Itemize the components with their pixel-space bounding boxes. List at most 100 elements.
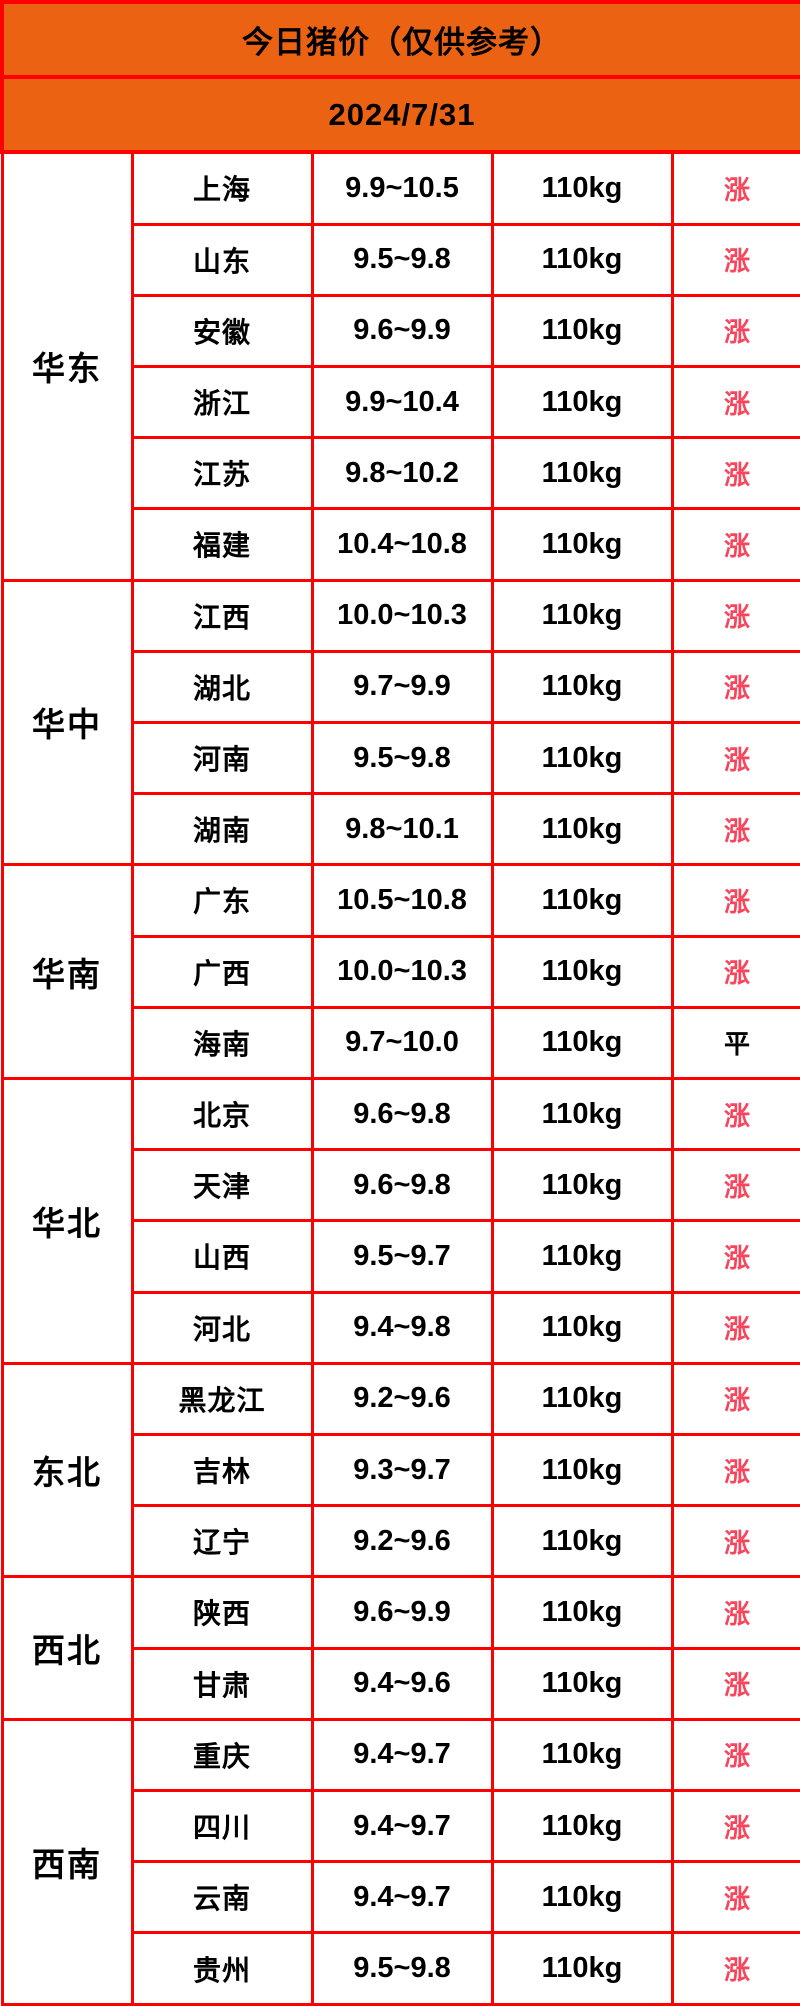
price-cell: 9.4~9.7 [310, 1788, 494, 1864]
table-row: 海南 9.7~10.0 110kg 平 [2, 1005, 800, 1080]
price-cell: 9.5~9.8 [310, 1931, 494, 2006]
price-cell: 9.8~10.1 [310, 792, 494, 867]
price-cell: 9.4~9.6 [310, 1646, 494, 1721]
table-row: 吉林 9.3~9.7 110kg 涨 [2, 1432, 800, 1508]
province-cell: 湖南 [130, 792, 314, 867]
price-cell: 9.5~9.8 [310, 720, 494, 796]
province-cell: 辽宁 [130, 1504, 314, 1579]
province-cell: 上海 [130, 150, 314, 226]
table-row: 河北 9.4~9.8 110kg 涨 [2, 1290, 800, 1365]
province-cell: 甘肃 [130, 1646, 314, 1721]
table-row: 安徽 9.6~9.9 110kg 涨 [2, 293, 800, 368]
weight-cell: 110kg [490, 150, 674, 226]
table-row: 华北 北京 9.6~9.8 110kg 涨 [0, 1076, 800, 1365]
trend-cell: 涨 [670, 222, 800, 297]
price-cell: 9.6~9.9 [310, 1575, 494, 1650]
table-row: 湖南 9.8~10.1 110kg 涨 [2, 792, 800, 867]
table-row: 华南 广东 10.5~10.8 110kg 涨 [0, 863, 800, 1080]
price-cell: 9.9~10.4 [310, 364, 494, 440]
weight-cell: 110kg [490, 1788, 674, 1864]
table-row: 浙江 9.9~10.4 110kg 涨 [2, 364, 800, 440]
weight-cell: 110kg [490, 436, 674, 511]
trend-cell: 涨 [670, 649, 800, 724]
province-cell: 河北 [130, 1290, 314, 1365]
table-row: 湖北 9.7~9.9 110kg 涨 [2, 649, 800, 724]
trend-cell: 涨 [670, 1931, 800, 2006]
weight-cell: 110kg [490, 1860, 674, 1935]
trend-cell: 涨 [670, 578, 800, 653]
trend-cell: 涨 [670, 720, 800, 796]
price-cell: 9.5~9.7 [310, 1219, 494, 1294]
province-cell: 四川 [130, 1788, 314, 1864]
trend-cell: 涨 [670, 293, 800, 368]
table-row: 山西 9.5~9.7 110kg 涨 [2, 1219, 800, 1294]
trend-cell: 涨 [670, 1575, 800, 1650]
trend-cell: 涨 [670, 1290, 800, 1365]
price-cell: 9.6~9.8 [310, 1076, 494, 1152]
weight-cell: 110kg [490, 507, 674, 582]
province-cell: 江苏 [130, 436, 314, 511]
trend-cell: 涨 [670, 1076, 800, 1152]
province-cell: 广西 [130, 934, 314, 1009]
table-row: 东北 黑龙江 9.2~9.6 110kg 涨 [0, 1361, 800, 1579]
price-cell: 9.6~9.9 [310, 293, 494, 368]
table-row: 山东 9.5~9.8 110kg 涨 [2, 222, 800, 297]
weight-cell: 110kg [490, 293, 674, 368]
price-cell: 9.7~9.9 [310, 649, 494, 724]
table-row: 贵州 9.5~9.8 110kg 涨 [2, 1931, 800, 2006]
trend-cell: 涨 [670, 792, 800, 867]
title-row: 今日猪价（仅供参考） [0, 0, 800, 79]
price-cell: 9.8~10.2 [310, 436, 494, 511]
price-cell: 9.6~9.8 [310, 1148, 494, 1223]
province-cell: 山东 [130, 222, 314, 297]
trend-cell: 涨 [670, 1860, 800, 1935]
trend-cell: 平 [670, 1005, 800, 1080]
trend-cell: 涨 [670, 1717, 800, 1793]
table-row: 西南 重庆 9.4~9.7 110kg 涨 [0, 1717, 800, 2006]
weight-cell: 110kg [490, 792, 674, 867]
trend-cell: 涨 [670, 1432, 800, 1508]
table-row: 江苏 9.8~10.2 110kg 涨 [2, 436, 800, 511]
weight-cell: 110kg [490, 1931, 674, 2006]
weight-cell: 110kg [490, 1076, 674, 1152]
table-row: 西北 陕西 9.6~9.9 110kg 涨 [0, 1575, 800, 1721]
table-row: 甘肃 9.4~9.6 110kg 涨 [2, 1646, 800, 1721]
price-cell: 10.5~10.8 [310, 863, 494, 938]
trend-cell: 涨 [670, 1504, 800, 1579]
price-cell: 9.5~9.8 [310, 222, 494, 297]
region-cell: 华北 [0, 1076, 134, 1365]
province-cell: 云南 [130, 1860, 314, 1935]
province-cell: 重庆 [130, 1717, 314, 1793]
weight-cell: 110kg [490, 1432, 674, 1508]
table-row: 华中 江西 10.0~10.3 110kg 涨 [0, 578, 800, 867]
region-cell: 华中 [0, 578, 134, 867]
province-cell: 贵州 [130, 1931, 314, 2006]
price-cell: 10.0~10.3 [310, 578, 494, 653]
trend-cell: 涨 [670, 1148, 800, 1223]
weight-cell: 110kg [490, 863, 674, 938]
weight-cell: 110kg [490, 578, 674, 653]
price-cell: 10.4~10.8 [310, 507, 494, 582]
date-label: 2024/7/31 [0, 75, 800, 154]
price-cell: 9.4~9.7 [310, 1717, 494, 1793]
trend-cell: 涨 [670, 1219, 800, 1294]
table-row: 天津 9.6~9.8 110kg 涨 [2, 1148, 800, 1223]
weight-cell: 110kg [490, 649, 674, 724]
weight-cell: 110kg [490, 1219, 674, 1294]
region-cell: 华东 [0, 150, 134, 582]
table-row: 广西 10.0~10.3 110kg 涨 [2, 934, 800, 1009]
table-row: 辽宁 9.2~9.6 110kg 涨 [2, 1504, 800, 1579]
page-title: 今日猪价（仅供参考） [0, 0, 800, 79]
price-cell: 9.9~10.5 [310, 150, 494, 226]
weight-cell: 110kg [490, 1361, 674, 1436]
province-cell: 山西 [130, 1219, 314, 1294]
table-row: 云南 9.4~9.7 110kg 涨 [2, 1860, 800, 1935]
weight-cell: 110kg [490, 934, 674, 1009]
trend-cell: 涨 [670, 436, 800, 511]
trend-cell: 涨 [670, 934, 800, 1009]
weight-cell: 110kg [490, 1717, 674, 1793]
province-cell: 福建 [130, 507, 314, 582]
table-row: 华东 上海 9.9~10.5 110kg 涨 [0, 150, 800, 582]
trend-cell: 涨 [670, 1646, 800, 1721]
province-cell: 海南 [130, 1005, 314, 1080]
